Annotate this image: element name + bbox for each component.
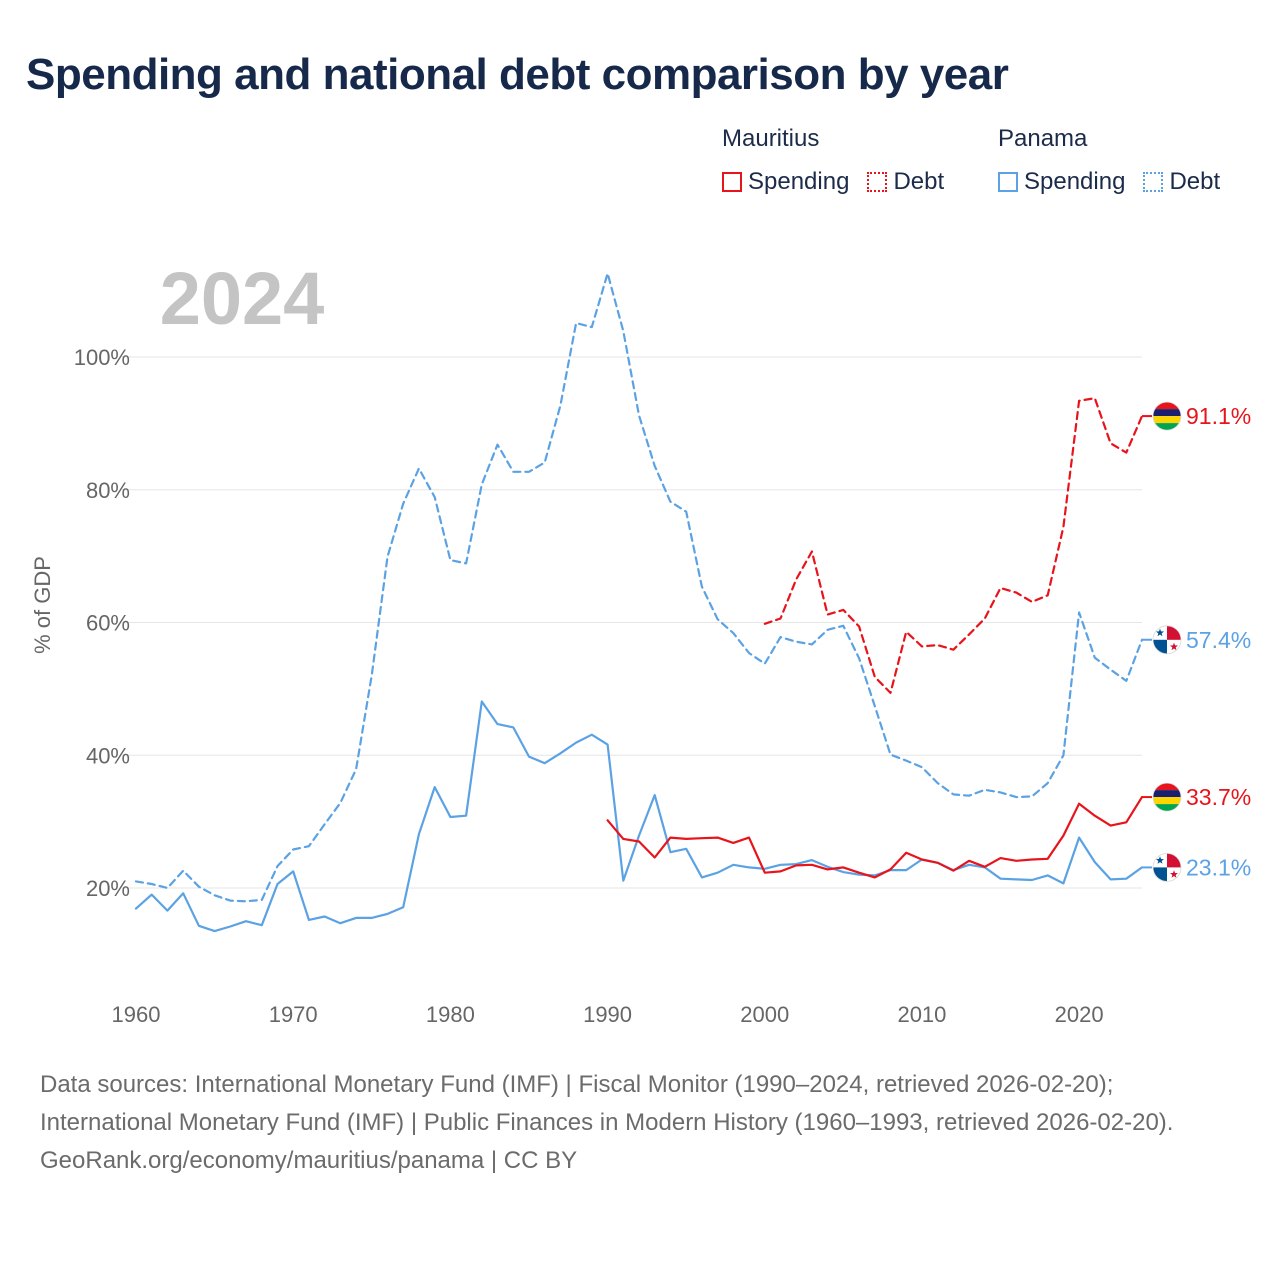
legend-label: Debt [893,168,945,195]
y-tick-label: 40% [86,743,130,768]
legend-label: Spending [1024,168,1126,195]
y-axis-label: % of GDP [30,556,55,654]
data-sources: Data sources: International Monetary Fun… [40,1071,1174,1136]
y-tick-label: 100% [74,345,130,370]
legend-swatch-dotted [867,172,888,192]
legend-swatch-solid [722,172,742,192]
mauritius-flag-icon [1152,401,1182,431]
legend-label: Spending [748,168,850,195]
x-tick-label: 1960 [112,1002,161,1027]
y-tick-label: 60% [86,611,130,636]
attribution: GeoRank.org/economy/mauritius/panama | C… [40,1147,578,1174]
panama-flag-icon [1152,853,1182,882]
legend-item-mauritius-spending[interactable]: Spending [722,168,849,196]
legend-item-panama-debt[interactable]: Debt [1143,168,1220,196]
legend-group-mauritius: Mauritius Spending Debt [722,124,962,196]
y-tick-label: 20% [86,876,130,901]
footer: Data sources: International Monetary Fun… [40,1066,1240,1180]
x-tick-label: 2010 [897,1002,946,1027]
year-watermark: 2024 [160,257,325,340]
x-tick-label: 2020 [1055,1002,1104,1027]
legend-label: Debt [1169,168,1221,195]
legend-group-title-mauritius: Mauritius [722,125,820,152]
legend-swatch-solid [998,172,1018,192]
series-line-mauritius-debt[interactable] [763,397,1144,695]
chart-title: Spending and national debt comparison by… [26,50,1009,99]
end-value-label: 23.1% [1186,854,1251,880]
end-value-label: 91.1% [1186,403,1251,429]
legend-group-panama: Panama Spending Debt [998,124,1238,196]
end-value-label: 57.4% [1186,627,1251,653]
series-line-panama-debt[interactable] [134,272,1144,903]
legend-swatch-dotted [1143,172,1164,192]
series-line-mauritius-spending[interactable] [606,795,1144,879]
x-tick-label: 2000 [740,1002,789,1027]
x-tick-label: 1970 [269,1002,318,1027]
series-line-panama-spending[interactable] [134,700,1144,933]
panama-flag-icon [1152,625,1182,655]
x-tick-label: 1990 [583,1002,632,1027]
legend-item-panama-spending[interactable]: Spending [998,168,1125,196]
line-chart: 2024 % of GDP 1960 1970 1980 1990 2000 2010 20… [30,257,1251,1027]
x-tick-label: 1980 [426,1002,475,1027]
y-tick-label: 80% [86,478,130,503]
end-value-label: 33.7% [1186,784,1251,810]
legend-group-title-panama: Panama [998,125,1088,152]
legend-item-mauritius-debt[interactable]: Debt [867,168,944,196]
mauritius-flag-icon [1152,782,1182,812]
